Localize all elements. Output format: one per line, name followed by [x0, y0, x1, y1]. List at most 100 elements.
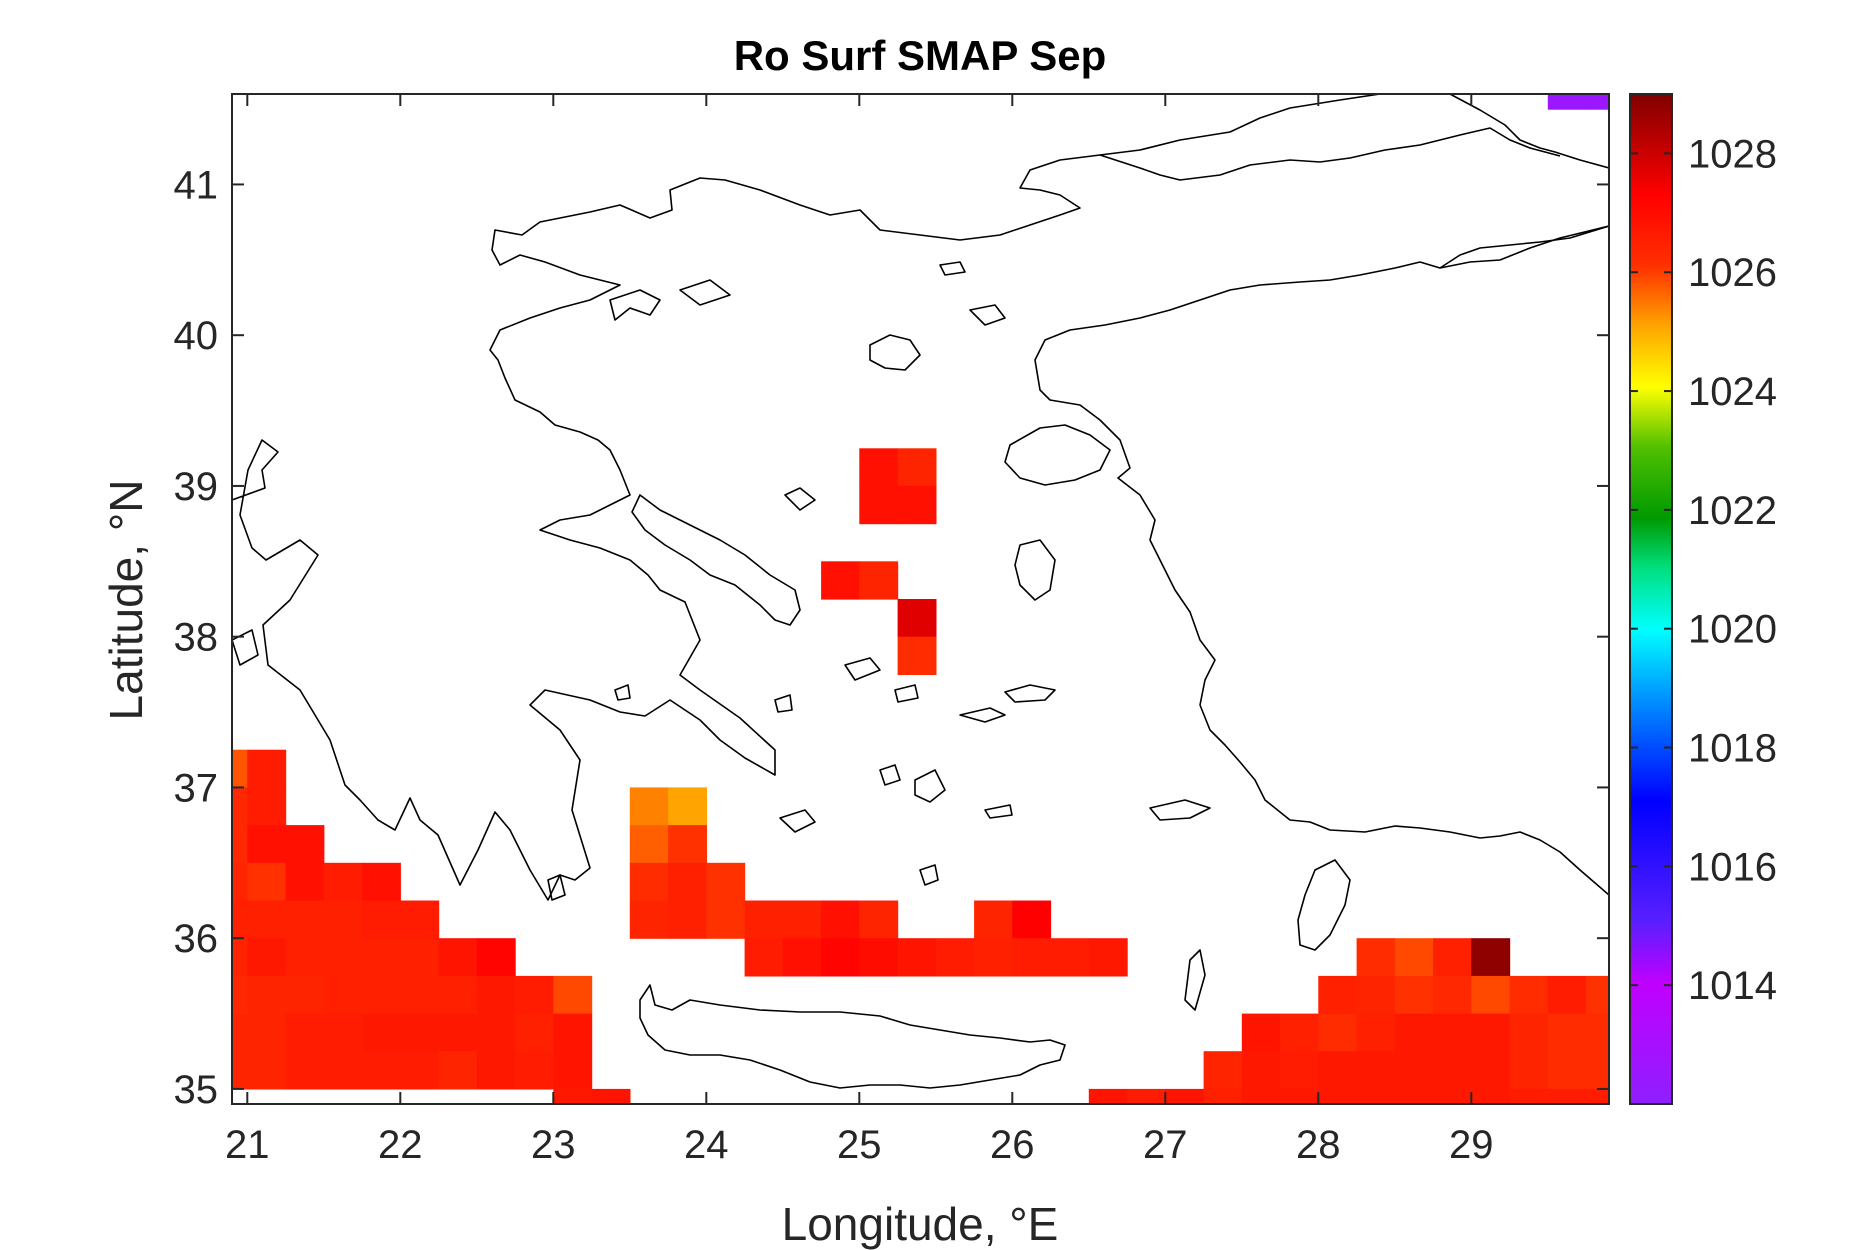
heatmap-cell: [247, 1013, 287, 1052]
heatmap-cell: [232, 1013, 248, 1052]
heatmap-cell: [706, 862, 746, 902]
heatmap-cell: [362, 900, 401, 939]
heatmap-cell: [1356, 938, 1396, 977]
heatmap-cell: [897, 485, 937, 525]
coastline-thasos: [969, 304, 1006, 326]
heatmap-cell: [247, 862, 287, 902]
colorbar-tick-label: 1022: [1688, 489, 1777, 533]
heatmap-cell: [859, 938, 899, 977]
heatmap-cell: [974, 900, 1013, 939]
heatmap-cell: [1394, 1088, 1434, 1104]
coastline-lesbos: [1004, 424, 1111, 486]
heatmap-cell: [323, 862, 363, 902]
heatmap-cell: [859, 900, 899, 939]
y-axis-label: Latitude, °N: [100, 480, 152, 721]
colorbar: 1014 1016 1018 1020 1022 1024 1026 1028: [1629, 93, 1777, 1105]
y-tick-label: 38: [174, 616, 219, 660]
heatmap-cell: [935, 938, 975, 977]
coastline-cyclades-tinos: [894, 684, 919, 703]
coastline-cyclades-milos: [779, 809, 816, 833]
heatmap-cell: [1509, 1013, 1549, 1052]
heatmap-cell: [400, 938, 440, 977]
coastline-cyclades-andros: [844, 657, 881, 681]
y-tick-label: 37: [174, 766, 219, 810]
heatmap-cell: [1280, 1088, 1319, 1104]
heatmap-cell: [1012, 938, 1052, 977]
heatmap-cell: [553, 1051, 593, 1090]
heatmap-cell: [1318, 975, 1358, 1015]
heatmap-cell: [1318, 1051, 1358, 1090]
heatmap-cell: [247, 787, 287, 826]
heatmap-cell: [247, 938, 287, 977]
heatmap-cell: [232, 825, 248, 864]
coastline-kos: [1149, 799, 1211, 821]
heatmap-cell: [476, 1051, 516, 1090]
heatmap-cell: [1241, 1051, 1281, 1090]
heatmap-cell: [400, 1051, 440, 1090]
coastline-karpathos: [1184, 949, 1206, 1011]
heatmap-cell: [247, 975, 287, 1015]
heatmap-cell: [591, 1088, 631, 1104]
y-tick-label: 39: [174, 465, 219, 509]
heatmap-cell: [629, 862, 669, 902]
heatmap-cell: [400, 975, 440, 1015]
heatmap-cell: [1203, 1051, 1243, 1090]
x-tick-label: 28: [1296, 1123, 1341, 1167]
colorbar-tick-label: 1016: [1688, 845, 1777, 889]
heatmap-cell: [1433, 1088, 1472, 1104]
heatmap-cell: [668, 825, 707, 864]
colorbar-gradient: [1629, 93, 1673, 1105]
colorbar-ticks: 1014 1016 1018 1020 1022 1024 1026 1028: [1630, 132, 1777, 1008]
heatmap-cell: [1471, 1013, 1511, 1052]
heatmap-cell: [1471, 1088, 1511, 1104]
heatmap-cell: [1586, 1013, 1609, 1052]
heatmap-cell: [362, 1013, 401, 1052]
coastline-samothrace: [939, 261, 966, 276]
heatmap-cell: [476, 938, 516, 977]
heatmap-cell: [974, 938, 1013, 977]
heatmap-cell: [1394, 1051, 1434, 1090]
chart-title: Ro Surf SMAP Sep: [734, 32, 1107, 79]
heatmap-cell: [859, 448, 899, 487]
heatmap-cell: [897, 636, 937, 675]
coastline-map: [232, 94, 1609, 1089]
heatmap-cell: [232, 900, 248, 939]
heatmap-cell: [476, 1013, 516, 1052]
coastline-cyclades-kea: [774, 694, 793, 713]
heatmap-cell: [1356, 1013, 1396, 1052]
heatmap-cell: [1433, 1013, 1472, 1052]
heatmap-cell: [1050, 938, 1090, 977]
coastline-thrace: [1099, 127, 1609, 269]
heatmap-cell: [515, 1013, 554, 1052]
heatmap-cell: [285, 1051, 325, 1090]
x-axis-label: Longitude, °E: [782, 1198, 1059, 1250]
y-tick-label: 35: [174, 1068, 219, 1112]
x-axis: 21 22 23 24 25 26 27 28 29: [225, 94, 1494, 1167]
coastline-ikaria: [959, 707, 1006, 723]
heatmap-cell: [438, 975, 478, 1015]
heatmap-cell: [821, 900, 860, 939]
heatmap-cell: [1586, 1051, 1609, 1090]
coastline-cyclades-amorgos: [984, 804, 1013, 819]
x-tick-label: 23: [531, 1123, 576, 1167]
y-tick-label: 41: [174, 163, 219, 207]
heatmap-cell: [438, 938, 478, 977]
heatmap-cell: [1471, 1051, 1511, 1090]
coastline-greece-mainland: [232, 94, 1609, 901]
heatmap-cell: [1547, 1013, 1587, 1052]
heatmap-cell: [323, 975, 363, 1015]
heatmap-cell: [1547, 975, 1587, 1015]
heatmap-cell: [553, 975, 593, 1015]
y-tick-label: 40: [174, 314, 219, 358]
heatmap-cell: [1280, 1013, 1319, 1052]
heatmap-cell: [629, 825, 669, 864]
colorbar-tick-label: 1026: [1688, 251, 1777, 295]
heatmap-cell: [1203, 1088, 1243, 1104]
heatmap-cell: [285, 938, 325, 977]
heatmap-cell: [400, 1013, 440, 1052]
heatmap-cell: [1280, 1051, 1319, 1090]
heatmap-cell: [362, 1051, 401, 1090]
heatmap-cell: [515, 1051, 554, 1090]
heatmap-cell: [553, 1088, 593, 1104]
heatmap-cell: [323, 1013, 363, 1052]
